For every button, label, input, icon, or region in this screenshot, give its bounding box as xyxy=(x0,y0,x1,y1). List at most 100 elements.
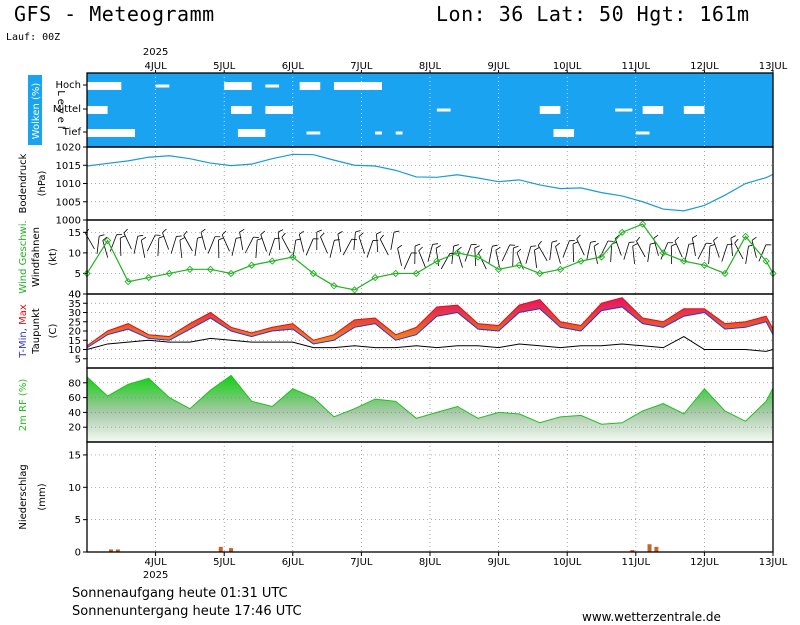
wind-barb-staff xyxy=(427,244,433,262)
cloud-blob xyxy=(237,129,266,137)
wind-barb-staff xyxy=(397,248,403,266)
cloud-blob xyxy=(354,82,382,90)
site-link[interactable]: www.wetterzentrale.de xyxy=(582,610,721,624)
wind-barb-staff xyxy=(244,236,254,254)
wind-barb-flag xyxy=(471,244,477,246)
cloud-blob xyxy=(635,131,650,135)
wind-speed-point xyxy=(371,273,379,282)
wind-barb xyxy=(239,228,245,250)
wind-barb-staff xyxy=(183,235,193,252)
wind-barb xyxy=(376,231,382,253)
wind-barb-staff xyxy=(157,237,160,257)
wind-barb-staff xyxy=(464,244,472,262)
wind-speed-point xyxy=(618,228,626,236)
wind-barb xyxy=(316,229,322,250)
wind-speed-point xyxy=(721,269,729,278)
wind-barb xyxy=(255,237,263,259)
wind-barb-flag xyxy=(432,243,438,245)
wind-axis-label: Wind Geschwi. xyxy=(18,220,29,293)
wind-barb-flag xyxy=(629,241,635,243)
wind-barb xyxy=(512,245,519,267)
wind-barb-staff xyxy=(133,236,139,254)
y-tick-label: 60 xyxy=(68,393,81,404)
wind-barb-flag xyxy=(632,243,638,247)
wind-barb-staff xyxy=(329,240,335,258)
wind-barb xyxy=(734,238,744,260)
wind-barb xyxy=(123,228,132,250)
wind-unit-label: (kt) xyxy=(48,248,59,266)
wind-speed-point xyxy=(433,257,441,265)
day-label-top: 10JUL xyxy=(553,61,582,72)
pressure-unit-label: (hPa) xyxy=(37,170,48,196)
day-label-bottom: 9JUL xyxy=(487,557,510,568)
cloud-blob xyxy=(224,82,252,90)
wind-barb-staff xyxy=(268,238,276,256)
precip-unit-label: (mm) xyxy=(37,483,48,510)
cloud-axis-label-bg xyxy=(28,75,42,145)
wind-barb-flag xyxy=(393,230,400,233)
wind-barb-staff xyxy=(674,240,683,258)
wind-barb-staff xyxy=(337,234,342,252)
wind-barb-staff xyxy=(697,242,707,260)
wind-barb xyxy=(614,234,622,256)
wind-barb-staff xyxy=(342,238,353,256)
wind-barb-flag xyxy=(636,236,641,242)
wind-barb-staff xyxy=(305,238,314,256)
wind-barb xyxy=(244,236,259,254)
wind-barb-flag xyxy=(709,243,716,247)
day-label-bottom: 4JUL xyxy=(144,557,167,568)
wind-barb xyxy=(179,237,185,258)
wind-barb-flag xyxy=(155,234,161,236)
y-tick-label: 20 xyxy=(68,423,81,434)
wind-barb-flag xyxy=(734,238,739,244)
wind-barb-flag xyxy=(607,240,614,242)
y-tick-label: 10 xyxy=(68,483,81,494)
wind-barb-flag xyxy=(534,247,540,251)
wind-barb xyxy=(379,234,389,256)
wind-barb xyxy=(397,244,403,266)
wind-barb xyxy=(435,245,442,266)
wind-barb-staff xyxy=(281,236,291,254)
wind-speed-point xyxy=(186,265,194,273)
y-tick-label: 15 xyxy=(68,450,81,461)
tmin-line xyxy=(86,306,774,349)
wind-speed-point xyxy=(453,249,462,257)
wind-barb xyxy=(758,244,772,262)
wind-speed-point xyxy=(659,249,667,257)
humidity-area xyxy=(87,375,773,442)
y-tick-label: 0 xyxy=(75,548,81,559)
wind-barb-staff xyxy=(713,240,720,258)
wind-barb-staff xyxy=(358,236,365,254)
wind-barb-staff xyxy=(534,250,538,268)
wind-barb-flag xyxy=(214,236,221,238)
wind-barb-staff xyxy=(623,242,630,260)
wind-barb xyxy=(534,247,540,268)
wind-barb xyxy=(427,243,438,262)
wind-barb-staff xyxy=(96,236,100,254)
wind-speed-line xyxy=(86,223,774,291)
wind-barb-flag xyxy=(183,230,188,236)
wind-barb xyxy=(586,240,596,260)
wind-barb xyxy=(478,248,487,270)
wind-barb-staff xyxy=(123,232,132,250)
cloud-level-label: Tief xyxy=(62,127,82,138)
wind-barb-staff xyxy=(593,246,598,264)
wind-barb-flag xyxy=(495,246,501,251)
cloud-blob xyxy=(265,84,280,88)
wind-barb-flag xyxy=(478,248,483,254)
wind-barb-staff xyxy=(691,238,696,256)
model-run: Lauf: 00Z xyxy=(6,32,61,43)
pressure-line xyxy=(86,153,774,212)
wind-barb-flag xyxy=(516,248,522,253)
day-label-bottom: 13JUL xyxy=(759,557,788,568)
precip-bar xyxy=(647,544,652,552)
wind-barb xyxy=(751,236,757,258)
cloud-blob xyxy=(642,106,664,114)
wind-barb-flag xyxy=(551,240,558,243)
wind-barb-staff xyxy=(537,245,548,262)
y-tick-label: 40 xyxy=(68,290,81,301)
cloud-blob xyxy=(436,108,451,112)
day-label-top: 8JUL xyxy=(419,61,442,72)
wind-barb-flag xyxy=(509,244,516,246)
